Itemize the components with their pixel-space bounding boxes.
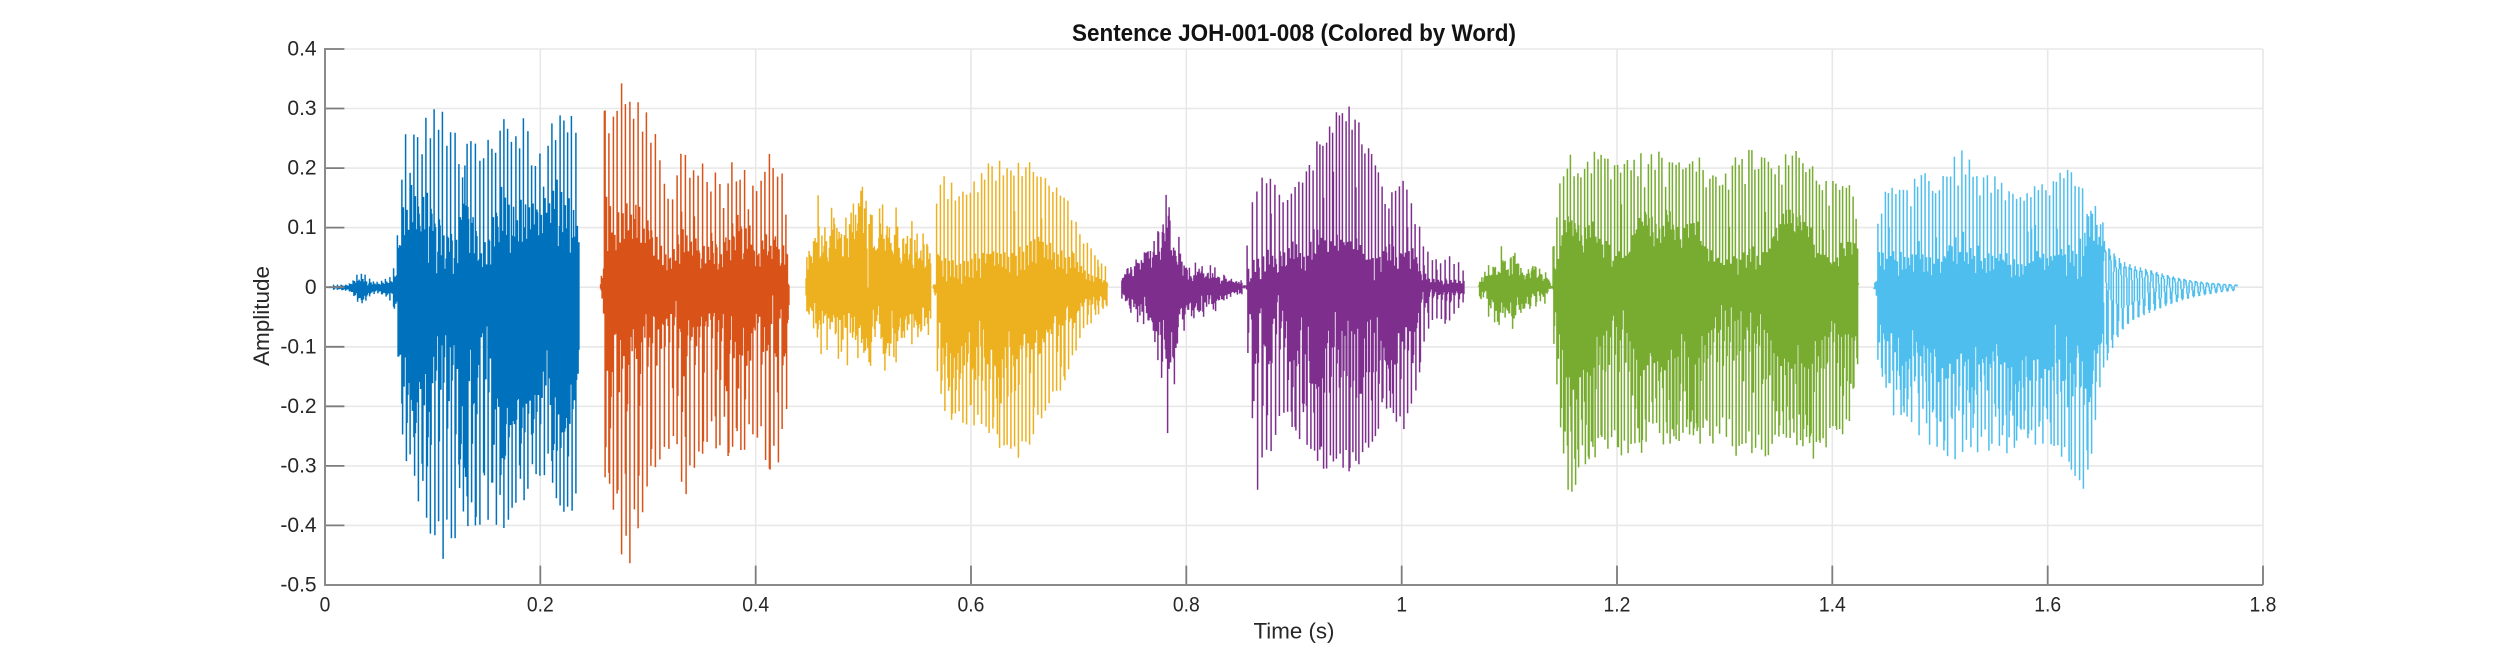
svg-text:1: 1	[1396, 594, 1407, 617]
svg-text:0: 0	[305, 276, 317, 299]
svg-text:0.6: 0.6	[958, 594, 985, 617]
svg-text:0: 0	[320, 594, 331, 617]
svg-text:Time (s): Time (s)	[1254, 618, 1335, 643]
svg-text:0.4: 0.4	[742, 594, 769, 617]
svg-text:0.8: 0.8	[1173, 594, 1200, 617]
svg-text:-0.3: -0.3	[280, 455, 316, 478]
svg-text:1.2: 1.2	[1604, 594, 1631, 617]
svg-text:0.2: 0.2	[527, 594, 554, 617]
svg-text:-0.1: -0.1	[280, 335, 316, 358]
svg-text:-0.4: -0.4	[280, 514, 317, 537]
svg-text:1.6: 1.6	[2034, 594, 2061, 617]
svg-text:0.2: 0.2	[287, 157, 316, 180]
svg-text:Sentence JOH-001-008 (Colored: Sentence JOH-001-008 (Colored by Word)	[1072, 20, 1516, 47]
svg-text:1.4: 1.4	[1819, 594, 1846, 617]
svg-text:-0.2: -0.2	[280, 395, 316, 418]
svg-text:0.1: 0.1	[287, 216, 316, 239]
svg-text:0.4: 0.4	[287, 38, 317, 61]
svg-text:1.8: 1.8	[2250, 594, 2277, 617]
svg-text:Amplitude: Amplitude	[249, 266, 274, 366]
svg-text:-0.5: -0.5	[280, 574, 316, 597]
svg-text:0.3: 0.3	[287, 97, 316, 120]
